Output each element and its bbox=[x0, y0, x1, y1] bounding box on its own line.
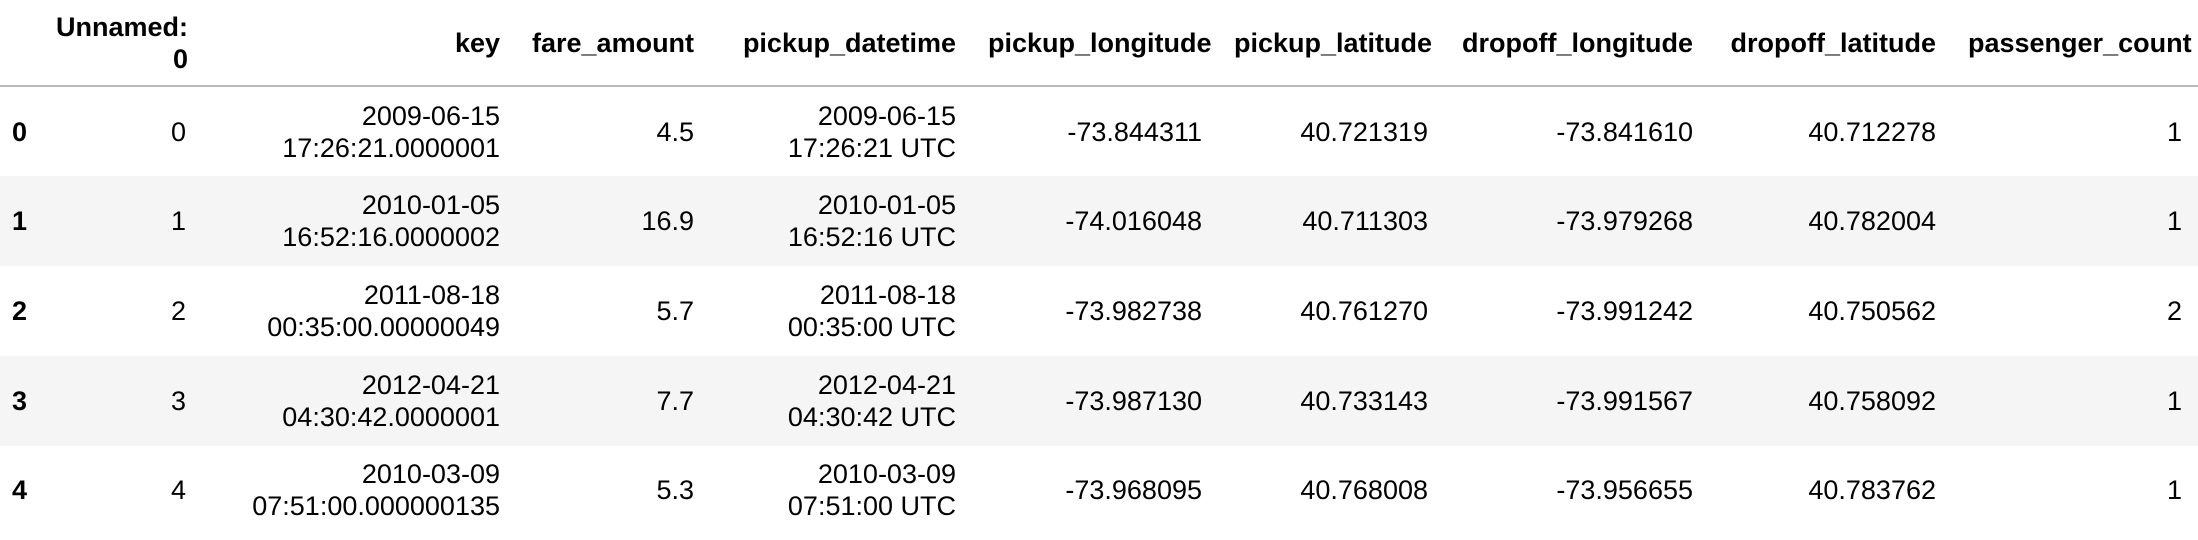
header-row: Unnamed: 0 key fare_amount pickup_dateti… bbox=[0, 0, 2198, 87]
cell-pickup-longitude: -73.968095 bbox=[1065, 475, 1202, 505]
cell-pickup-date: 2012-04-21 bbox=[817, 370, 956, 400]
cell-dropoff-longitude: -73.979268 bbox=[1556, 206, 1693, 236]
cell-pickup-latitude: 40.768008 bbox=[1300, 475, 1428, 505]
cell-dropoff-latitude: 40.750562 bbox=[1808, 296, 1936, 326]
cell-fare-amount: 4.5 bbox=[656, 116, 694, 147]
cell-pickup-longitude: -73.987130 bbox=[1065, 386, 1202, 416]
column-header-dropoff-longitude: dropoff_longitude bbox=[1444, 0, 1709, 87]
cell-dropoff-longitude: -73.991567 bbox=[1556, 386, 1693, 416]
cell-key-date: 2012-04-21 bbox=[361, 370, 500, 400]
cell-pickup-date: 2009-06-15 bbox=[817, 100, 956, 131]
cell-dropoff-latitude: 40.758092 bbox=[1808, 386, 1936, 416]
cell-pickup-time: 17:26:21 UTC bbox=[787, 132, 956, 163]
cell-pickup-longitude: -73.982738 bbox=[1065, 296, 1202, 326]
row-index: 2 bbox=[12, 296, 28, 326]
cell-pickup-latitude: 40.733143 bbox=[1300, 386, 1428, 416]
cell-dropoff-latitude: 40.783762 bbox=[1808, 475, 1936, 505]
table-header: Unnamed: 0 key fare_amount pickup_dateti… bbox=[0, 0, 2198, 87]
cell-dropoff-longitude: -73.956655 bbox=[1556, 475, 1693, 505]
cell-pickup-datetime: 2010-03-09 07:51:00 UTC bbox=[710, 446, 972, 534]
column-header-unnamed-line1: Unnamed: bbox=[56, 11, 189, 42]
row-index: 3 bbox=[12, 386, 28, 416]
table-row: 1 1 2010-01-05 16:52:16.0000002 16.9 2010… bbox=[0, 176, 2198, 266]
row-index: 0 bbox=[12, 116, 28, 147]
cell-pickup-latitude: 40.711303 bbox=[1302, 206, 1428, 236]
cell-pickup-time: 07:51:00 UTC bbox=[787, 491, 956, 521]
cell-key-date: 2010-03-09 bbox=[361, 459, 500, 489]
cell-passenger-count: 1 bbox=[2166, 116, 2182, 147]
column-header-unnamed: Unnamed: 0 bbox=[40, 0, 202, 87]
cell-pickup-time: 00:35:00 UTC bbox=[787, 312, 956, 342]
cell-pickup-latitude: 40.761270 bbox=[1300, 296, 1428, 326]
cell-key-date: 2010-01-05 bbox=[361, 190, 500, 220]
cell-pickup-datetime: 2011-08-18 00:35:00 UTC bbox=[710, 266, 972, 356]
cell-pickup-datetime: 2010-01-05 16:52:16 UTC bbox=[710, 176, 972, 266]
index-column-header bbox=[0, 0, 40, 87]
cell-key-time: 00:35:00.00000049 bbox=[267, 312, 500, 342]
cell-unnamed: 4 bbox=[170, 475, 186, 505]
cell-passenger-count: 1 bbox=[2166, 475, 2182, 505]
cell-pickup-date: 2010-03-09 bbox=[817, 459, 956, 489]
cell-key-time: 07:51:00.000000135 bbox=[252, 491, 500, 521]
column-header-key: key bbox=[202, 0, 516, 87]
cell-fare-amount: 5.3 bbox=[656, 475, 694, 505]
cell-unnamed: 2 bbox=[170, 296, 186, 326]
cell-dropoff-latitude: 40.712278 bbox=[1808, 116, 1936, 147]
column-header-unnamed-line2: 0 bbox=[172, 43, 189, 74]
cell-passenger-count: 1 bbox=[2166, 386, 2182, 416]
table-row: 4 4 2010-03-09 07:51:00.000000135 5.3 201… bbox=[0, 446, 2198, 534]
cell-fare-amount: 7.7 bbox=[656, 386, 694, 416]
cell-unnamed: 1 bbox=[170, 206, 186, 236]
cell-fare-amount: 16.9 bbox=[641, 206, 694, 236]
cell-fare-amount: 5.7 bbox=[656, 296, 694, 326]
cell-key: 2010-01-05 16:52:16.0000002 bbox=[202, 176, 516, 266]
column-header-passenger-count: passenger_count bbox=[1952, 0, 2198, 87]
cell-unnamed: 0 bbox=[170, 116, 186, 147]
cell-pickup-time: 04:30:42 UTC bbox=[787, 402, 956, 432]
cell-pickup-longitude: -73.844311 bbox=[1067, 116, 1202, 147]
cell-pickup-date: 2011-08-18 bbox=[819, 280, 956, 310]
cell-pickup-date: 2010-01-05 bbox=[817, 190, 956, 220]
cell-dropoff-latitude: 40.782004 bbox=[1808, 206, 1936, 236]
row-index: 4 bbox=[12, 475, 28, 505]
table-row: 3 3 2012-04-21 04:30:42.0000001 7.7 2012-… bbox=[0, 356, 2198, 446]
cell-key: 2012-04-21 04:30:42.0000001 bbox=[202, 356, 516, 446]
cell-key-time: 16:52:16.0000002 bbox=[282, 222, 500, 252]
cell-key-date: 2011-08-18 bbox=[363, 280, 500, 310]
cell-passenger-count: 1 bbox=[2166, 206, 2182, 236]
cell-pickup-longitude: -74.016048 bbox=[1065, 206, 1202, 236]
cell-pickup-latitude: 40.721319 bbox=[1300, 116, 1428, 147]
column-header-pickup-longitude: pickup_longitude bbox=[972, 0, 1218, 87]
cell-key-time: 04:30:42.0000001 bbox=[282, 402, 500, 432]
row-index: 1 bbox=[12, 206, 28, 236]
cell-key: 2009-06-15 17:26:21.0000001 bbox=[202, 86, 516, 176]
cell-pickup-datetime: 2009-06-15 17:26:21 UTC bbox=[710, 86, 972, 176]
table-row: 0 0 2009-06-15 17:26:21.0000001 4.5 2009-… bbox=[0, 86, 2198, 176]
cell-pickup-time: 16:52:16 UTC bbox=[787, 222, 956, 252]
table-row: 2 2 2011-08-18 00:35:00.00000049 5.7 2011… bbox=[0, 266, 2198, 356]
cell-key: 2010-03-09 07:51:00.000000135 bbox=[202, 446, 516, 534]
column-header-pickup-latitude: pickup_latitude bbox=[1218, 0, 1444, 87]
cell-passenger-count: 2 bbox=[2166, 296, 2182, 326]
cell-key-time: 17:26:21.0000001 bbox=[282, 132, 500, 163]
cell-key-date: 2009-06-15 bbox=[361, 100, 500, 131]
cell-dropoff-longitude: -73.991242 bbox=[1556, 296, 1693, 326]
cell-unnamed: 3 bbox=[170, 386, 186, 416]
cell-pickup-datetime: 2012-04-21 04:30:42 UTC bbox=[710, 356, 972, 446]
column-header-fare-amount: fare_amount bbox=[516, 0, 710, 87]
table-body: 0 0 2009-06-15 17:26:21.0000001 4.5 2009-… bbox=[0, 86, 2198, 534]
cell-dropoff-longitude: -73.841610 bbox=[1556, 116, 1693, 147]
cell-key: 2011-08-18 00:35:00.00000049 bbox=[202, 266, 516, 356]
column-header-dropoff-latitude: dropoff_latitude bbox=[1709, 0, 1952, 87]
column-header-pickup-datetime: pickup_datetime bbox=[710, 0, 972, 87]
